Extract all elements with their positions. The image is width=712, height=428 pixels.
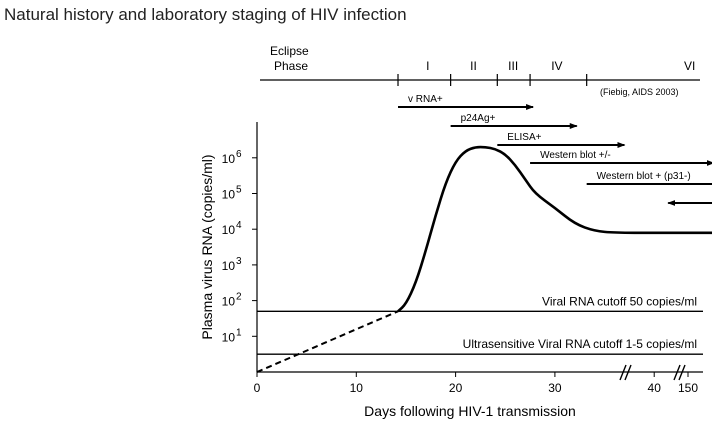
axis-break-mark-1b <box>624 364 632 381</box>
axis-break-mark-1a <box>619 364 627 381</box>
x-tick-label: 20 <box>449 381 463 395</box>
y-tick-label: 10 <box>222 295 236 309</box>
cutoff-lines: Viral RNA cutoff 50 copies/ml Ultrasensit… <box>257 294 703 355</box>
phase-bar: Eclipse Phase (Fiebig, AIDS 2003) I II III… <box>260 44 700 97</box>
phase-label-3: III <box>508 59 518 73</box>
y-tick-exponent: 4 <box>236 220 242 231</box>
x-tick-label: 10 <box>350 381 364 395</box>
viral-load-dashed-segment <box>256 310 399 373</box>
y-axis-label: Plasma virus RNA (copies/ml) <box>199 154 215 339</box>
chart-title: Natural history and laboratory staging o… <box>4 5 407 24</box>
y-tick-label: 10 <box>222 188 236 202</box>
eclipse-label-line2: Phase <box>274 59 308 73</box>
x-tick-label: 40 <box>648 381 662 395</box>
assay-label: Western blot +/- <box>540 150 611 161</box>
y-tick-label: 10 <box>222 259 236 273</box>
phase-label-6: VI <box>684 59 695 73</box>
viral-load-solid-segment <box>397 145 712 313</box>
assay-label: v RNA+ <box>408 94 443 105</box>
y-tick-label: 10 <box>222 330 236 344</box>
plot-area: Viral RNA cutoff 50 copies/ml Ultrasensit… <box>222 122 712 395</box>
phase-label-2: II <box>470 59 477 73</box>
x-tick-label: 150 <box>678 381 698 395</box>
assay-label: Western blot + (p31-) <box>597 171 691 182</box>
x-ticks: 010203040506070150 <box>254 372 698 395</box>
phase-citation: (Fiebig, AIDS 2003) <box>600 87 679 97</box>
y-tick-label: 10 <box>222 223 236 237</box>
phase-label-4: IV <box>551 59 562 73</box>
assay-label: p24Ag+ <box>461 113 496 124</box>
y-tick-exponent: 1 <box>236 327 242 338</box>
assay-arrows: v RNA+ p24Ag+ ELISA+ Western blot +/- Wester… <box>398 94 712 206</box>
axis-break-mark-2a <box>673 364 681 381</box>
phase-label-1: I <box>426 59 429 73</box>
x-tick-label: 0 <box>254 381 261 395</box>
y-tick-exponent: 6 <box>236 149 242 160</box>
cutoff-label: Viral RNA cutoff 50 copies/ml <box>542 294 697 308</box>
y-tick-exponent: 3 <box>236 256 242 267</box>
y-tick-exponent: 2 <box>236 292 242 303</box>
axis-break-mark-2b <box>678 364 686 381</box>
y-tick-label: 10 <box>222 152 236 166</box>
eclipse-label-line1: Eclipse <box>270 44 309 58</box>
y-tick-exponent: 5 <box>236 185 242 196</box>
viral-load-curve <box>256 145 712 373</box>
axis-break <box>619 364 686 381</box>
cutoff-label: Ultrasensitive Viral RNA cutoff 1-5 copi… <box>463 337 697 351</box>
x-tick-label: 30 <box>548 381 562 395</box>
assay-label: ELISA+ <box>507 132 541 143</box>
x-axis-label: Days following HIV-1 transmission <box>364 403 576 419</box>
